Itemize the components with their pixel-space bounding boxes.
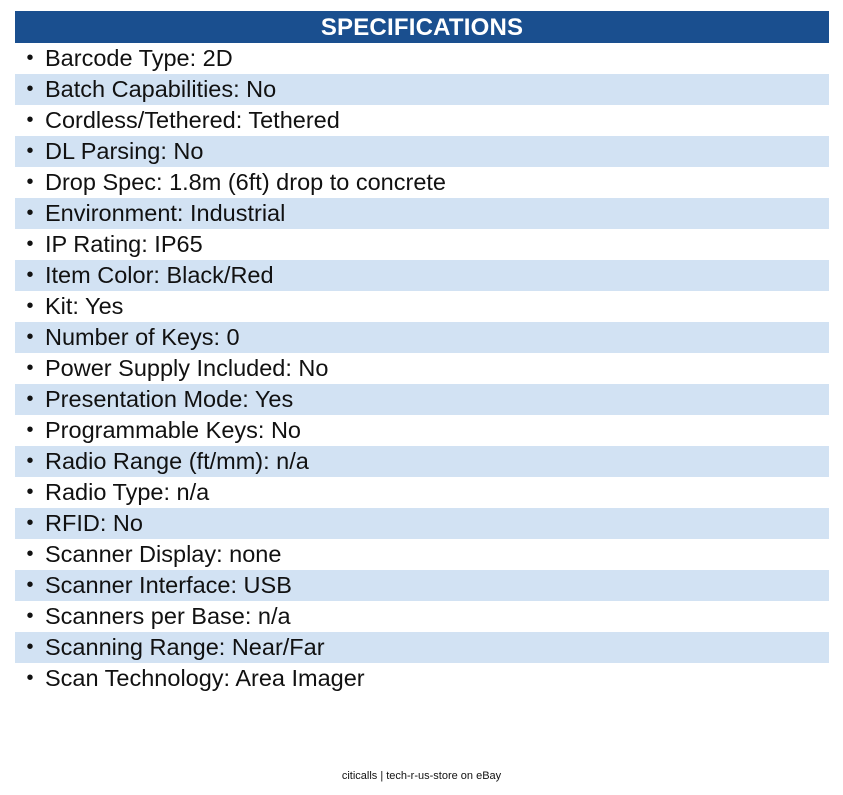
spec-row: • Drop Spec: 1.8m (6ft) drop to concrete xyxy=(15,167,829,198)
bullet-icon: • xyxy=(26,140,34,162)
spec-text: Scanning Range: Near/Far xyxy=(45,634,325,660)
spec-text: DL Parsing: No xyxy=(45,138,204,164)
spec-text: Scanner Interface: USB xyxy=(45,572,292,598)
spec-text: Radio Range (ft/mm): n/a xyxy=(45,448,309,474)
bullet-icon: • xyxy=(26,295,34,317)
bullet-icon: • xyxy=(26,636,34,658)
spec-row: • Radio Range (ft/mm): n/a xyxy=(15,446,829,477)
spec-text: Presentation Mode: Yes xyxy=(45,386,294,412)
spec-row: • Scan Technology: Area Imager xyxy=(15,663,829,694)
spec-row: • Scanner Interface: USB xyxy=(15,570,829,601)
spec-row: • Programmable Keys: No xyxy=(15,415,829,446)
spec-row: • Power Supply Included: No xyxy=(15,353,829,384)
spec-row: • Cordless/Tethered: Tethered xyxy=(15,105,829,136)
specifications-panel: SPECIFICATIONS • Barcode Type: 2D • Batch C… xyxy=(15,11,829,694)
spec-row: • Batch Capabilities: No xyxy=(15,74,829,105)
spec-row: • RFID: No xyxy=(15,508,829,539)
spec-text: RFID: No xyxy=(45,510,143,536)
spec-row: • IP Rating: IP65 xyxy=(15,229,829,260)
specifications-list: • Barcode Type: 2D • Batch Capabilities: No… xyxy=(15,43,829,694)
specifications-header: SPECIFICATIONS xyxy=(15,11,829,43)
spec-text: Drop Spec: 1.8m (6ft) drop to concrete xyxy=(45,169,446,195)
spec-text: Kit: Yes xyxy=(45,293,124,319)
spec-row: • Environment: Industrial xyxy=(15,198,829,229)
spec-text: IP Rating: IP65 xyxy=(45,231,203,257)
spec-text: Power Supply Included: No xyxy=(45,355,329,381)
bullet-icon: • xyxy=(26,543,34,565)
spec-text: Item Color: Black/Red xyxy=(45,262,274,288)
bullet-icon: • xyxy=(26,47,34,69)
spec-row: • Radio Type: n/a xyxy=(15,477,829,508)
bullet-icon: • xyxy=(26,481,34,503)
spec-row: • Scanning Range: Near/Far xyxy=(15,632,829,663)
spec-text: Barcode Type: 2D xyxy=(45,45,233,71)
spec-row: • Item Color: Black/Red xyxy=(15,260,829,291)
spec-row: • Presentation Mode: Yes xyxy=(15,384,829,415)
bullet-icon: • xyxy=(26,574,34,596)
bullet-icon: • xyxy=(26,109,34,131)
bullet-icon: • xyxy=(26,202,34,224)
spec-text: Batch Capabilities: No xyxy=(45,76,277,102)
spec-text: Scanner Display: none xyxy=(45,541,282,567)
spec-row: • DL Parsing: No xyxy=(15,136,829,167)
spec-row: • Number of Keys: 0 xyxy=(15,322,829,353)
footer-credit: citicalls | tech-r-us-store on eBay xyxy=(341,770,502,782)
bullet-icon: • xyxy=(26,605,34,627)
spec-text: Environment: Industrial xyxy=(45,200,286,226)
bullet-icon: • xyxy=(26,233,34,255)
bullet-icon: • xyxy=(26,326,34,348)
bullet-icon: • xyxy=(26,450,34,472)
bullet-icon: • xyxy=(26,264,34,286)
bullet-icon: • xyxy=(26,667,34,689)
spec-row: • Scanner Display: none xyxy=(15,539,829,570)
bullet-icon: • xyxy=(26,512,34,534)
spec-row: • Barcode Type: 2D xyxy=(15,43,829,74)
bullet-icon: • xyxy=(26,171,34,193)
spec-text: Scan Technology: Area Imager xyxy=(45,665,365,691)
bullet-icon: • xyxy=(26,388,34,410)
spec-text: Number of Keys: 0 xyxy=(45,324,240,350)
spec-text: Cordless/Tethered: Tethered xyxy=(45,107,340,133)
spec-text: Radio Type: n/a xyxy=(45,479,210,505)
spec-text: Programmable Keys: No xyxy=(45,417,301,443)
spec-row: • Scanners per Base: n/a xyxy=(15,601,829,632)
bullet-icon: • xyxy=(26,419,34,441)
bullet-icon: • xyxy=(26,357,34,379)
bullet-icon: • xyxy=(26,78,34,100)
spec-row: • Kit: Yes xyxy=(15,291,829,322)
spec-text: Scanners per Base: n/a xyxy=(45,603,291,629)
